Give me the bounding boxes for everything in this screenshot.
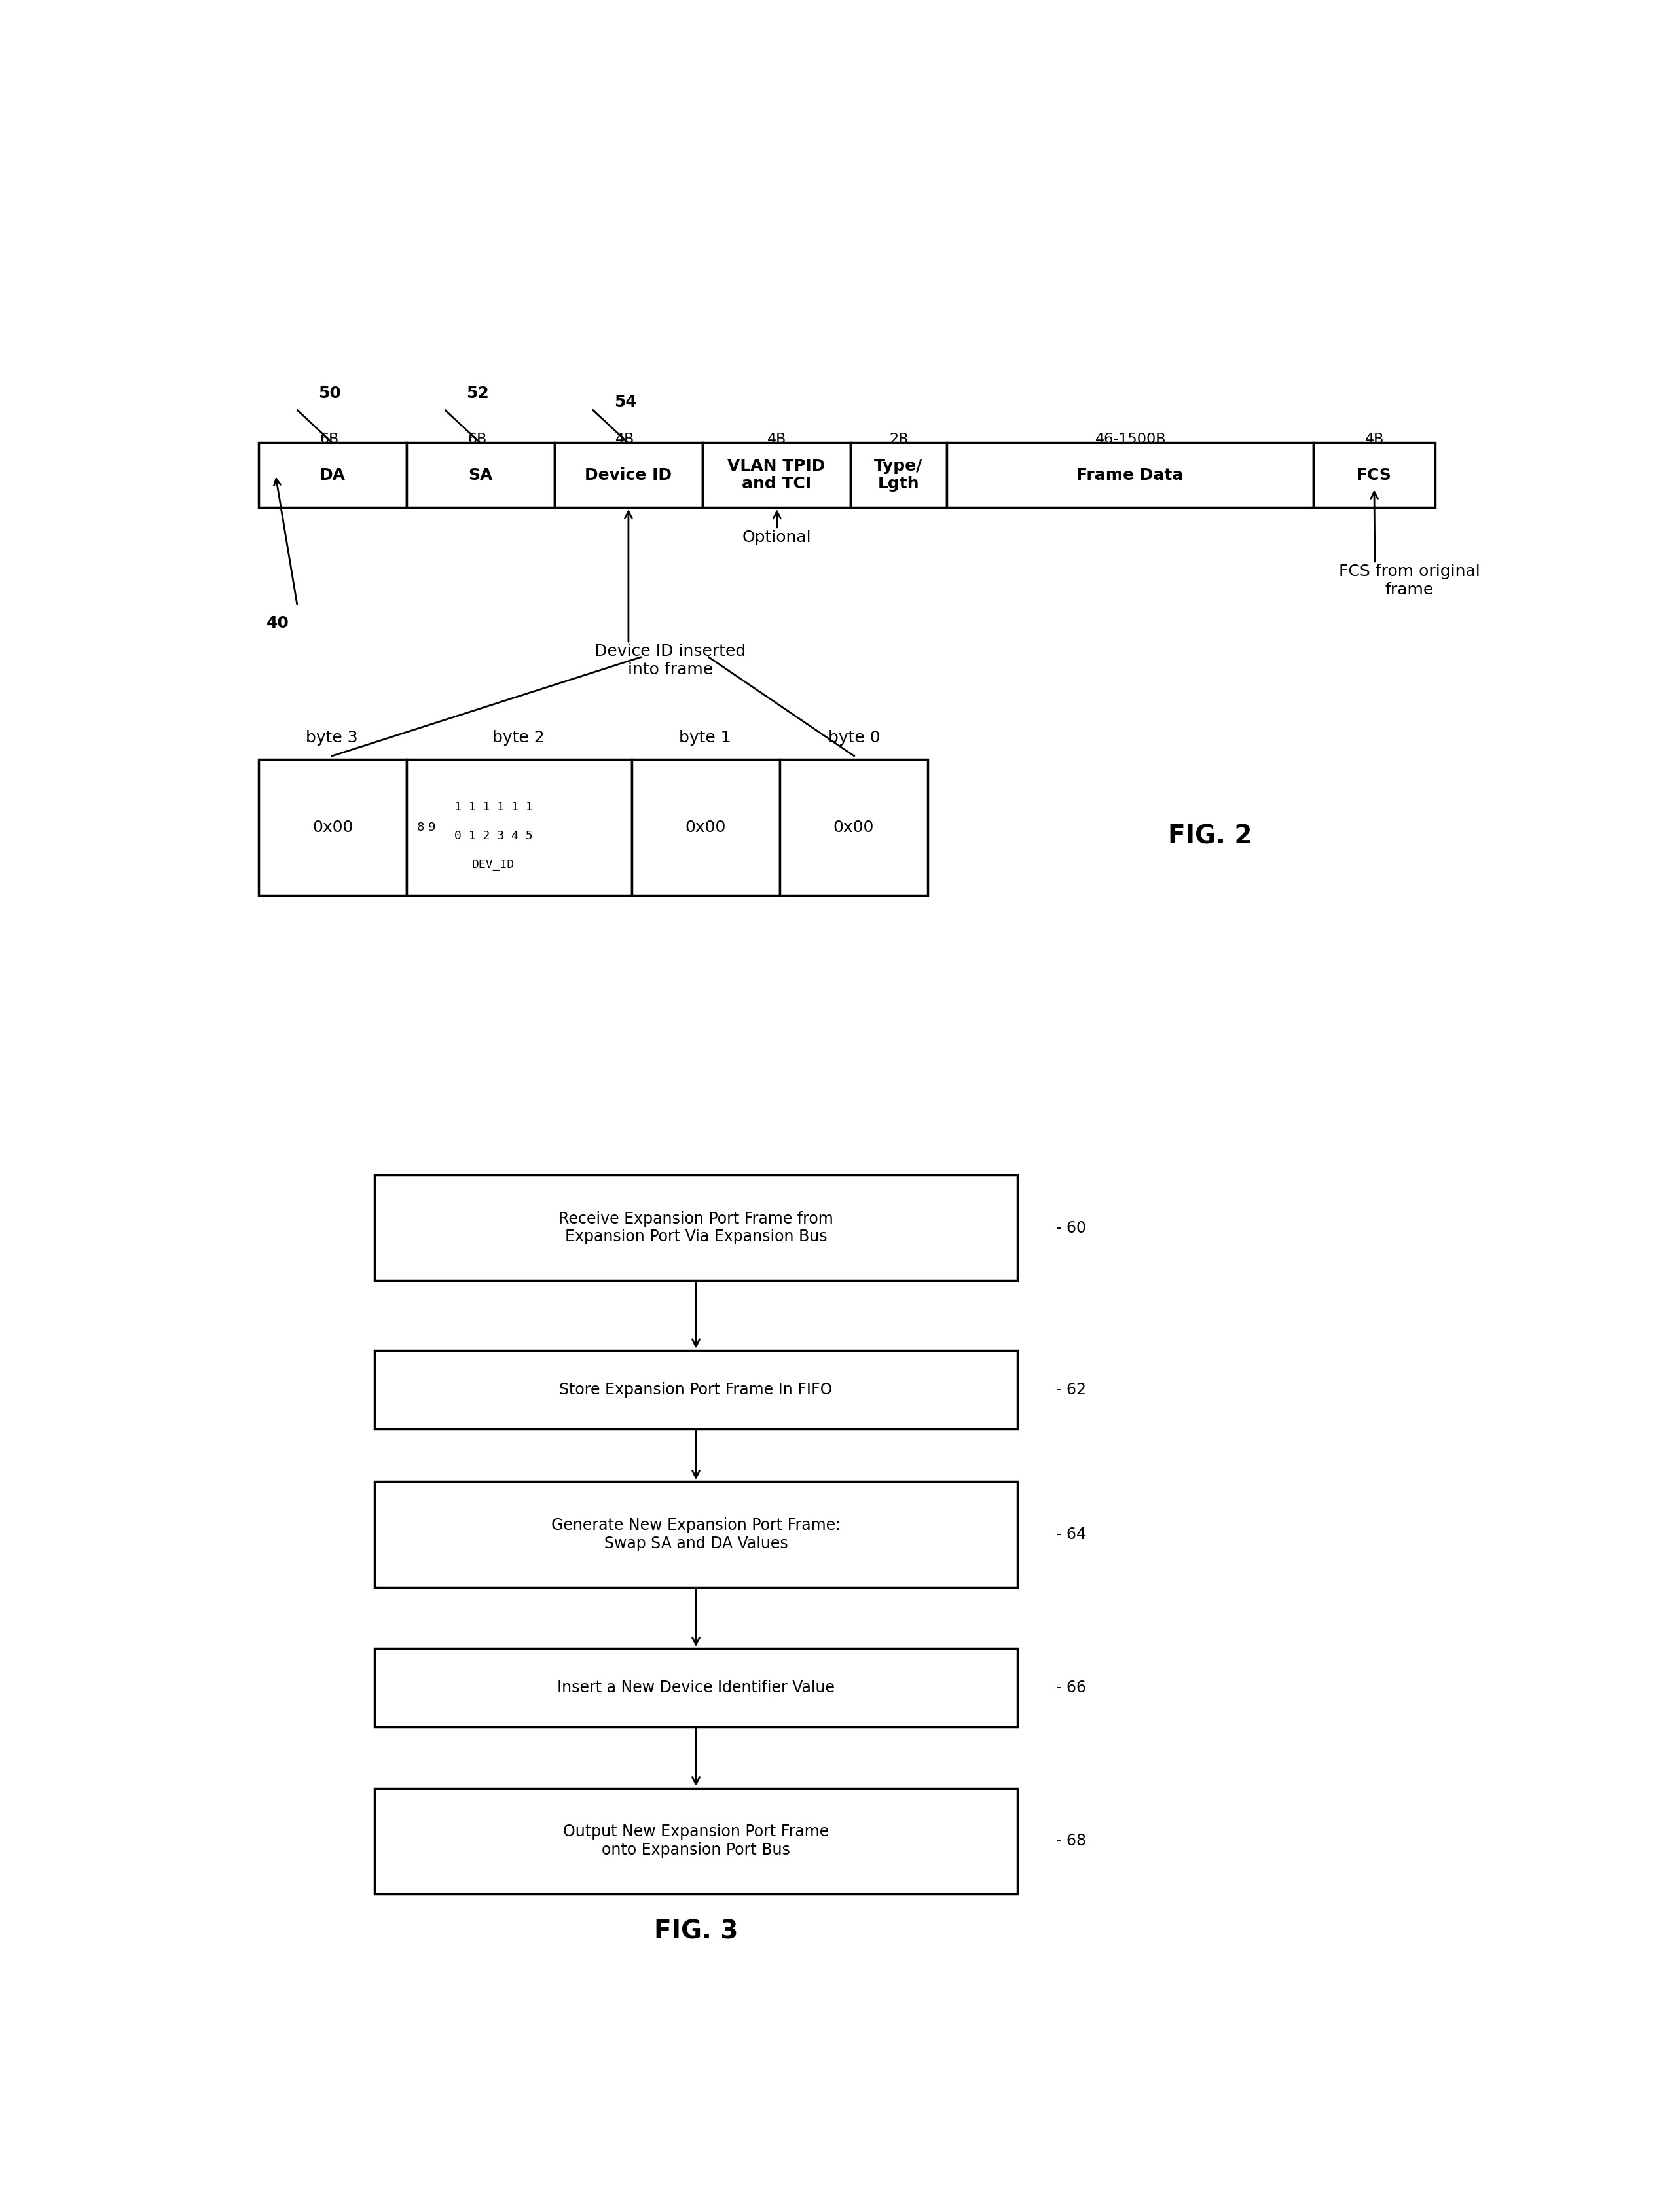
- Bar: [1314, 442, 1435, 507]
- Text: - 68: - 68: [1057, 1834, 1087, 1849]
- Text: 2B: 2B: [889, 434, 909, 445]
- Text: Type/
Lgth: Type/ Lgth: [874, 458, 922, 491]
- Text: byte 1: byte 1: [679, 730, 732, 745]
- Text: VLAN TPID
and TCI: VLAN TPID and TCI: [727, 458, 825, 491]
- Bar: [849, 442, 947, 507]
- Text: byte 2: byte 2: [493, 730, 544, 745]
- Text: 4B: 4B: [768, 434, 786, 445]
- Text: FCS from original
frame: FCS from original frame: [1339, 564, 1480, 597]
- Bar: [702, 442, 849, 507]
- Text: 4B: 4B: [1365, 434, 1384, 445]
- Text: - 64: - 64: [1057, 1526, 1087, 1542]
- Text: 40: 40: [267, 615, 290, 630]
- Text: FIG. 3: FIG. 3: [654, 1918, 738, 1944]
- Text: 0x00: 0x00: [685, 821, 727, 836]
- Text: 6B: 6B: [468, 434, 488, 445]
- Text: DEV_ID: DEV_ID: [473, 858, 514, 872]
- Text: 0 1 2 3 4 5: 0 1 2 3 4 5: [455, 830, 533, 843]
- Text: Frame Data: Frame Data: [1077, 467, 1183, 482]
- Text: Receive Expansion Port Frame from
Expansion Port Via Expansion Bus: Receive Expansion Port Frame from Expans…: [559, 1210, 833, 1245]
- Text: DA: DA: [320, 467, 345, 482]
- Bar: [406, 759, 632, 896]
- Bar: [259, 442, 406, 507]
- Text: byte 3: byte 3: [305, 730, 358, 745]
- Text: 8 9: 8 9: [416, 821, 436, 834]
- Text: 6B: 6B: [320, 434, 338, 445]
- Text: 46-1500B: 46-1500B: [1095, 434, 1166, 445]
- Text: Device ID inserted
into frame: Device ID inserted into frame: [594, 644, 747, 677]
- Text: - 66: - 66: [1057, 1679, 1087, 1697]
- Bar: [375, 1482, 1017, 1588]
- Bar: [375, 1175, 1017, 1281]
- Bar: [780, 759, 927, 896]
- Text: SA: SA: [468, 467, 493, 482]
- Bar: [632, 759, 780, 896]
- Bar: [554, 442, 702, 507]
- Text: FIG. 2: FIG. 2: [1168, 823, 1253, 849]
- Text: Optional: Optional: [742, 529, 811, 544]
- Bar: [259, 759, 406, 896]
- Bar: [375, 1648, 1017, 1728]
- Bar: [375, 1787, 1017, 1893]
- Text: Generate New Expansion Port Frame:
Swap SA and DA Values: Generate New Expansion Port Frame: Swap …: [551, 1517, 841, 1551]
- Text: Device ID: Device ID: [586, 467, 672, 482]
- Text: Output New Expansion Port Frame
onto Expansion Port Bus: Output New Expansion Port Frame onto Exp…: [562, 1825, 830, 1858]
- Text: 1 1 1 1 1 1: 1 1 1 1 1 1: [455, 801, 533, 814]
- Text: Insert a New Device Identifier Value: Insert a New Device Identifier Value: [557, 1679, 834, 1697]
- Bar: [375, 1349, 1017, 1429]
- Text: Store Expansion Port Frame In FIFO: Store Expansion Port Frame In FIFO: [559, 1382, 833, 1398]
- Text: - 62: - 62: [1057, 1382, 1087, 1398]
- Bar: [406, 442, 554, 507]
- Text: 50: 50: [319, 385, 342, 400]
- Text: 0x00: 0x00: [833, 821, 874, 836]
- Text: byte 0: byte 0: [828, 730, 881, 745]
- Text: 4B: 4B: [615, 434, 635, 445]
- Text: 52: 52: [466, 385, 489, 400]
- Text: - 60: - 60: [1057, 1219, 1087, 1237]
- Text: 54: 54: [614, 394, 637, 409]
- Bar: [947, 442, 1312, 507]
- Text: FCS: FCS: [1357, 467, 1392, 482]
- Text: 0x00: 0x00: [312, 821, 353, 836]
